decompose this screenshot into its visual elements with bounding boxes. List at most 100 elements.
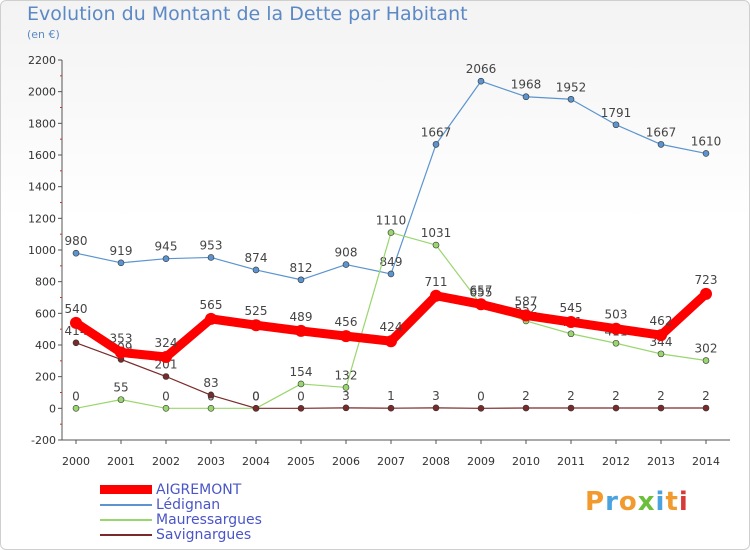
data-point — [250, 319, 262, 332]
data-point — [612, 121, 620, 129]
data-label: 3 — [432, 389, 440, 403]
data-label: 353 — [110, 331, 133, 345]
data-label: 874 — [245, 251, 268, 265]
data-point — [385, 335, 397, 348]
data-point — [432, 404, 440, 412]
data-label: 3 — [342, 389, 350, 403]
data-point — [72, 339, 80, 347]
data-point — [477, 405, 485, 412]
data-point — [657, 141, 665, 148]
data-label: 908 — [335, 246, 358, 260]
data-point — [252, 266, 260, 274]
data-point — [657, 350, 665, 358]
x-tick-label: 2014 — [692, 455, 720, 468]
chart-subtitle: (en €) — [27, 28, 60, 41]
data-label: 812 — [290, 261, 313, 275]
data-label: 201 — [155, 358, 178, 372]
y-tick-label: 1400 — [28, 181, 56, 194]
data-label: 1 — [387, 389, 395, 403]
data-label: 2 — [657, 389, 665, 403]
x-tick-label: 2004 — [242, 455, 270, 468]
data-label: 540 — [65, 302, 88, 316]
legend-label: Savignargues — [156, 526, 252, 543]
data-label: 324 — [155, 336, 178, 350]
data-point — [702, 357, 710, 364]
data-label: 545 — [560, 301, 583, 315]
data-point — [252, 405, 260, 412]
data-label: 945 — [155, 240, 178, 254]
data-point — [162, 255, 170, 263]
data-label: 0 — [72, 389, 80, 403]
data-label: 2 — [522, 389, 530, 403]
data-label: 83 — [203, 376, 218, 390]
x-tick-label: 2001 — [107, 455, 135, 468]
data-point — [612, 339, 620, 347]
data-label: 132 — [335, 368, 358, 382]
data-label: 2 — [612, 389, 620, 403]
data-point — [700, 287, 712, 300]
x-tick-label: 2011 — [557, 455, 585, 468]
data-label: 919 — [110, 244, 133, 258]
data-point — [340, 330, 352, 343]
logo-letter: o — [618, 487, 638, 517]
data-label: 1791 — [601, 106, 632, 120]
x-tick-label: 2010 — [512, 455, 540, 468]
data-point — [657, 404, 665, 412]
x-tick-label: 2012 — [602, 455, 630, 468]
data-point — [610, 322, 622, 335]
data-label: 723 — [695, 273, 718, 287]
data-point — [162, 405, 170, 412]
legend-swatch — [100, 518, 152, 521]
data-point — [522, 404, 530, 412]
y-tick-label: -200 — [31, 434, 56, 447]
logo-letter: i — [655, 487, 666, 517]
data-label: 0 — [297, 389, 305, 403]
y-tick-label: 600 — [35, 307, 56, 320]
data-point — [702, 404, 710, 412]
data-point — [565, 316, 577, 329]
y-tick-label: 1000 — [28, 244, 56, 257]
data-point — [207, 391, 215, 399]
logo-letter: r — [605, 487, 619, 517]
y-tick-label: 2000 — [28, 86, 56, 99]
data-label: 953 — [200, 238, 223, 252]
data-label: 980 — [65, 234, 88, 248]
data-label: 0 — [477, 389, 485, 403]
data-point — [702, 150, 710, 157]
data-point — [477, 77, 485, 85]
data-label: 711 — [425, 275, 448, 289]
chart-legend: AIGREMONT Lédignan Mauressargues Savignargu… — [100, 481, 262, 543]
data-label: 565 — [200, 298, 223, 312]
data-point — [207, 405, 215, 412]
data-point — [387, 404, 395, 412]
data-point — [297, 405, 305, 412]
data-point — [342, 404, 350, 412]
data-point — [342, 384, 350, 391]
data-label: 0 — [252, 389, 260, 403]
y-tick-label: 1200 — [28, 212, 56, 225]
data-point — [342, 261, 350, 268]
y-tick-label: 1800 — [28, 117, 56, 130]
legend-label: AIGREMONT — [156, 481, 242, 498]
data-label: 2 — [702, 389, 710, 403]
data-point — [205, 312, 217, 325]
x-tick-label: 2013 — [647, 455, 675, 468]
y-tick-label: 1600 — [28, 149, 56, 162]
y-tick-label: 2200 — [28, 54, 56, 67]
data-point — [567, 95, 575, 103]
data-label: 2066 — [466, 62, 497, 76]
x-tick-label: 2008 — [422, 455, 450, 468]
proxiti-logo: Proxiti — [585, 487, 689, 517]
data-label: 849 — [380, 255, 403, 269]
legend-item: Savignargues — [100, 526, 262, 543]
data-point — [655, 329, 667, 342]
chart-title: Evolution du Montant de la Dette par Hab… — [27, 3, 468, 25]
data-label: 154 — [290, 365, 313, 379]
x-tick-label: 2007 — [377, 455, 405, 468]
data-label: 655 — [470, 286, 493, 300]
data-point — [432, 241, 440, 249]
data-label: 1031 — [421, 226, 452, 240]
x-tick-label: 2003 — [197, 455, 225, 468]
legend-swatch — [100, 503, 152, 506]
data-point — [70, 316, 82, 329]
